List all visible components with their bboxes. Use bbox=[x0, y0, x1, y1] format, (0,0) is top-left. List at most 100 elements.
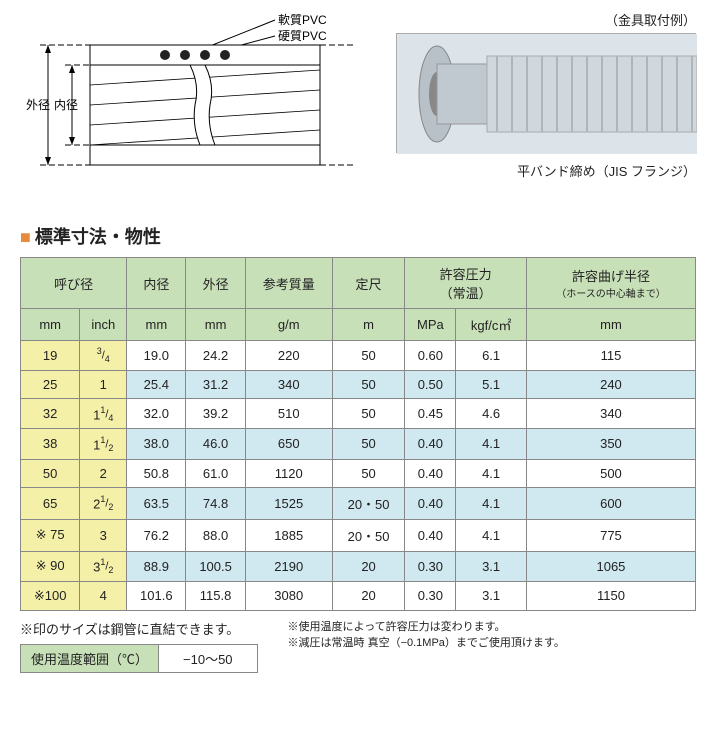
table-row: ※1004101.6115.83080200.303.11150 bbox=[21, 581, 696, 610]
header-bend: 許容曲げ半径 （ホースの中心軸まで） bbox=[526, 258, 695, 309]
cell-mass: 1120 bbox=[245, 459, 332, 487]
cell-mm: 38 bbox=[21, 429, 80, 459]
cell-mass: 2190 bbox=[245, 551, 332, 581]
header-mass: 参考質量 bbox=[245, 258, 332, 309]
cell-inch: 11/4 bbox=[80, 399, 127, 429]
cell-mass: 340 bbox=[245, 371, 332, 399]
cell-length: 50 bbox=[332, 429, 405, 459]
unit-mpa: MPa bbox=[405, 309, 456, 341]
cell-kgf: 6.1 bbox=[456, 341, 527, 371]
cell-kgf: 4.1 bbox=[456, 487, 527, 519]
label-outer-diameter: 外径 bbox=[26, 98, 50, 112]
cell-inner: 88.9 bbox=[127, 551, 186, 581]
cell-mpa: 0.40 bbox=[405, 429, 456, 459]
cell-outer: 100.5 bbox=[186, 551, 245, 581]
cell-bend: 350 bbox=[526, 429, 695, 459]
cell-mm: ※ 90 bbox=[21, 551, 80, 581]
cell-mm: ※ 75 bbox=[21, 519, 80, 551]
cell-bend: 240 bbox=[526, 371, 695, 399]
cell-bend: 340 bbox=[526, 399, 695, 429]
header-nominal: 呼び径 bbox=[21, 258, 127, 309]
cell-kgf: 4.1 bbox=[456, 519, 527, 551]
cell-mpa: 0.40 bbox=[405, 519, 456, 551]
footnote-vacuum: ※減圧は常温時 真空（−0.1MPa）までご使用頂けます。 bbox=[288, 635, 696, 652]
cell-length: 20・50 bbox=[332, 487, 405, 519]
header-length: 定尺 bbox=[332, 258, 405, 309]
cell-outer: 46.0 bbox=[186, 429, 245, 459]
cell-outer: 74.8 bbox=[186, 487, 245, 519]
table-row: ※ 75376.288.0188520・500.404.1775 bbox=[21, 519, 696, 551]
cell-outer: 88.0 bbox=[186, 519, 245, 551]
cell-mm: 65 bbox=[21, 487, 80, 519]
table-row: 193/419.024.2220500.606.1115 bbox=[21, 341, 696, 371]
cell-length: 20 bbox=[332, 551, 405, 581]
cell-mpa: 0.30 bbox=[405, 551, 456, 581]
cell-inch: 2 bbox=[80, 459, 127, 487]
label-inner-diameter: 内径 bbox=[54, 98, 78, 112]
cell-kgf: 3.1 bbox=[456, 581, 527, 610]
cell-outer: 61.0 bbox=[186, 459, 245, 487]
cell-inch: 21/2 bbox=[80, 487, 127, 519]
cell-inch: 3 bbox=[80, 519, 127, 551]
section-marker-icon: ■ bbox=[20, 227, 31, 247]
cell-inner: 25.4 bbox=[127, 371, 186, 399]
cell-mass: 1885 bbox=[245, 519, 332, 551]
cell-inner: 50.8 bbox=[127, 459, 186, 487]
label-soft-pvc: 軟質PVC bbox=[278, 12, 327, 27]
cell-kgf: 4.6 bbox=[456, 399, 527, 429]
cell-length: 50 bbox=[332, 371, 405, 399]
cell-inch: 3/4 bbox=[80, 341, 127, 371]
unit-m: m bbox=[332, 309, 405, 341]
cell-bend: 600 bbox=[526, 487, 695, 519]
table-row: 3811/238.046.0650500.404.1350 bbox=[21, 429, 696, 459]
cell-outer: 24.2 bbox=[186, 341, 245, 371]
cell-outer: 115.8 bbox=[186, 581, 245, 610]
table-row: 3211/432.039.2510500.454.6340 bbox=[21, 399, 696, 429]
footnote-steel-pipe: ※印のサイズは鋼管に直結できます。 bbox=[20, 619, 258, 638]
unit-mm4: mm bbox=[526, 309, 695, 341]
cell-mass: 650 bbox=[245, 429, 332, 459]
cell-mpa: 0.45 bbox=[405, 399, 456, 429]
cell-inch: 4 bbox=[80, 581, 127, 610]
cell-inner: 76.2 bbox=[127, 519, 186, 551]
temp-value: −10〜50 bbox=[159, 645, 257, 672]
cell-mm: 32 bbox=[21, 399, 80, 429]
cell-inner: 32.0 bbox=[127, 399, 186, 429]
cell-bend: 500 bbox=[526, 459, 695, 487]
cell-mm: 19 bbox=[21, 341, 80, 371]
label-hard-pvc: 硬質PVC bbox=[278, 28, 327, 43]
cell-mpa: 0.30 bbox=[405, 581, 456, 610]
cell-mass: 1525 bbox=[245, 487, 332, 519]
table-row: ※ 9031/288.9100.52190200.303.11065 bbox=[21, 551, 696, 581]
cell-mm: 25 bbox=[21, 371, 80, 399]
header-inner: 内径 bbox=[127, 258, 186, 309]
cell-length: 20 bbox=[332, 581, 405, 610]
table-row: 6521/263.574.8152520・500.404.1600 bbox=[21, 487, 696, 519]
cell-bend: 115 bbox=[526, 341, 695, 371]
section-title: ■標準寸法・物性 bbox=[20, 223, 696, 249]
cell-inner: 101.6 bbox=[127, 581, 186, 610]
cell-mpa: 0.50 bbox=[405, 371, 456, 399]
cell-outer: 39.2 bbox=[186, 399, 245, 429]
cell-bend: 775 bbox=[526, 519, 695, 551]
cell-kgf: 5.1 bbox=[456, 371, 527, 399]
header-pressure: 許容圧力 （常温） bbox=[405, 258, 527, 309]
cell-mpa: 0.60 bbox=[405, 341, 456, 371]
cell-mpa: 0.40 bbox=[405, 487, 456, 519]
cell-inner: 19.0 bbox=[127, 341, 186, 371]
table-row: 25125.431.2340500.505.1240 bbox=[21, 371, 696, 399]
cross-section-diagram: 軟質PVC 硬質PVC bbox=[20, 10, 360, 193]
cell-inner: 38.0 bbox=[127, 429, 186, 459]
cell-kgf: 4.1 bbox=[456, 429, 527, 459]
unit-mm2: mm bbox=[127, 309, 186, 341]
temp-label: 使用温度範囲（℃） bbox=[21, 645, 159, 672]
footnote-temp-pressure: ※使用温度によって許容圧力は変わります。 bbox=[288, 619, 696, 636]
cell-mass: 3080 bbox=[245, 581, 332, 610]
table-row: 50250.861.01120500.404.1500 bbox=[21, 459, 696, 487]
cell-bend: 1150 bbox=[526, 581, 695, 610]
photo-caption-top: （金具取付例） bbox=[380, 10, 696, 29]
cell-length: 50 bbox=[332, 341, 405, 371]
cell-kgf: 4.1 bbox=[456, 459, 527, 487]
cell-inch: 1 bbox=[80, 371, 127, 399]
cell-mm: 50 bbox=[21, 459, 80, 487]
